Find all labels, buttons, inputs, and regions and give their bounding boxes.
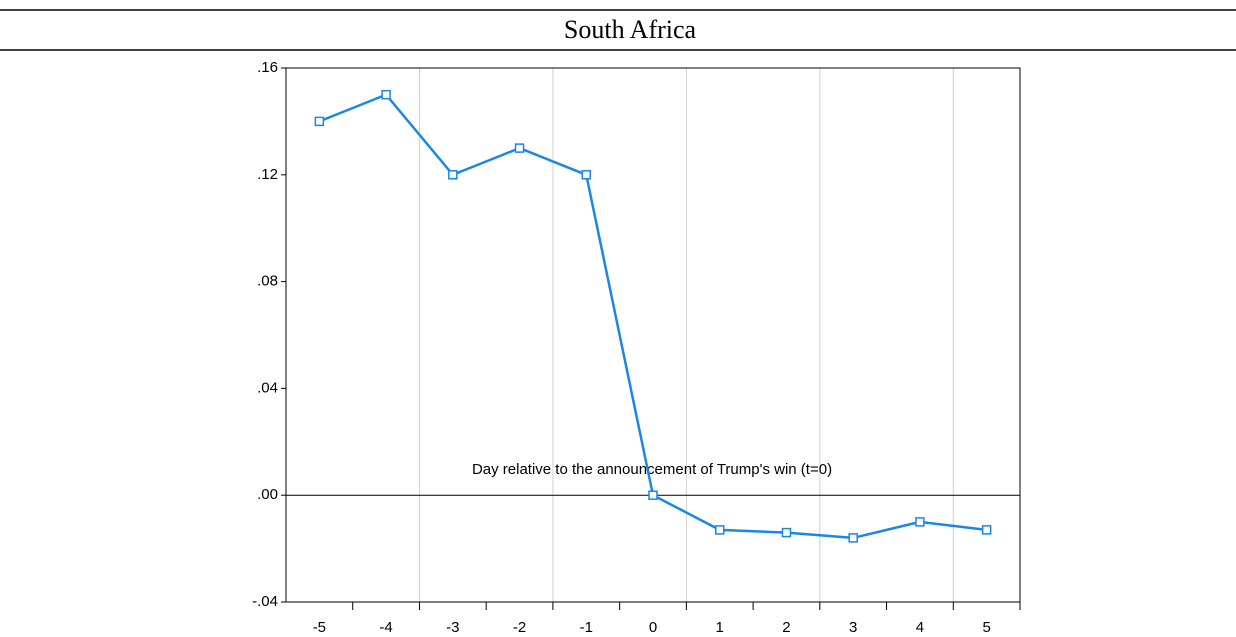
- marker: [981, 525, 992, 535]
- x-tick-label: -3: [446, 619, 459, 636]
- x-tick-label: -5: [313, 619, 326, 636]
- y-tick-label: .16: [257, 59, 278, 76]
- marker: [648, 490, 658, 500]
- y-tick-label: .00: [257, 486, 278, 503]
- x-tick-label: -2: [513, 619, 526, 636]
- marker: [848, 533, 858, 543]
- marker: [714, 525, 725, 535]
- annotation: Day relative to the announcement of Trum…: [472, 461, 832, 478]
- y-tick-label: .04: [257, 379, 278, 396]
- marker: [581, 170, 592, 180]
- marker: [514, 143, 525, 153]
- marker: [915, 517, 925, 527]
- x-tick-label: 0: [649, 619, 657, 636]
- y-tick-label: -.04: [252, 593, 278, 610]
- x-tick-label: 4: [916, 619, 924, 636]
- x-tick-label: 5: [982, 619, 990, 636]
- plot-frame: [285, 67, 1021, 603]
- y-tick-label: .08: [257, 273, 278, 290]
- x-tick-label: -1: [580, 619, 593, 636]
- chart-title: South Africa: [564, 15, 697, 44]
- marker: [381, 89, 391, 100]
- x-tick-label: 1: [716, 619, 724, 636]
- x-tick-label: 3: [849, 619, 857, 636]
- x-tick-label: -4: [379, 619, 392, 636]
- x-tick-label: 2: [782, 619, 790, 636]
- marker: [781, 527, 792, 538]
- y-tick-label: .12: [257, 166, 278, 183]
- marker: [448, 170, 458, 180]
- marker: [314, 116, 325, 127]
